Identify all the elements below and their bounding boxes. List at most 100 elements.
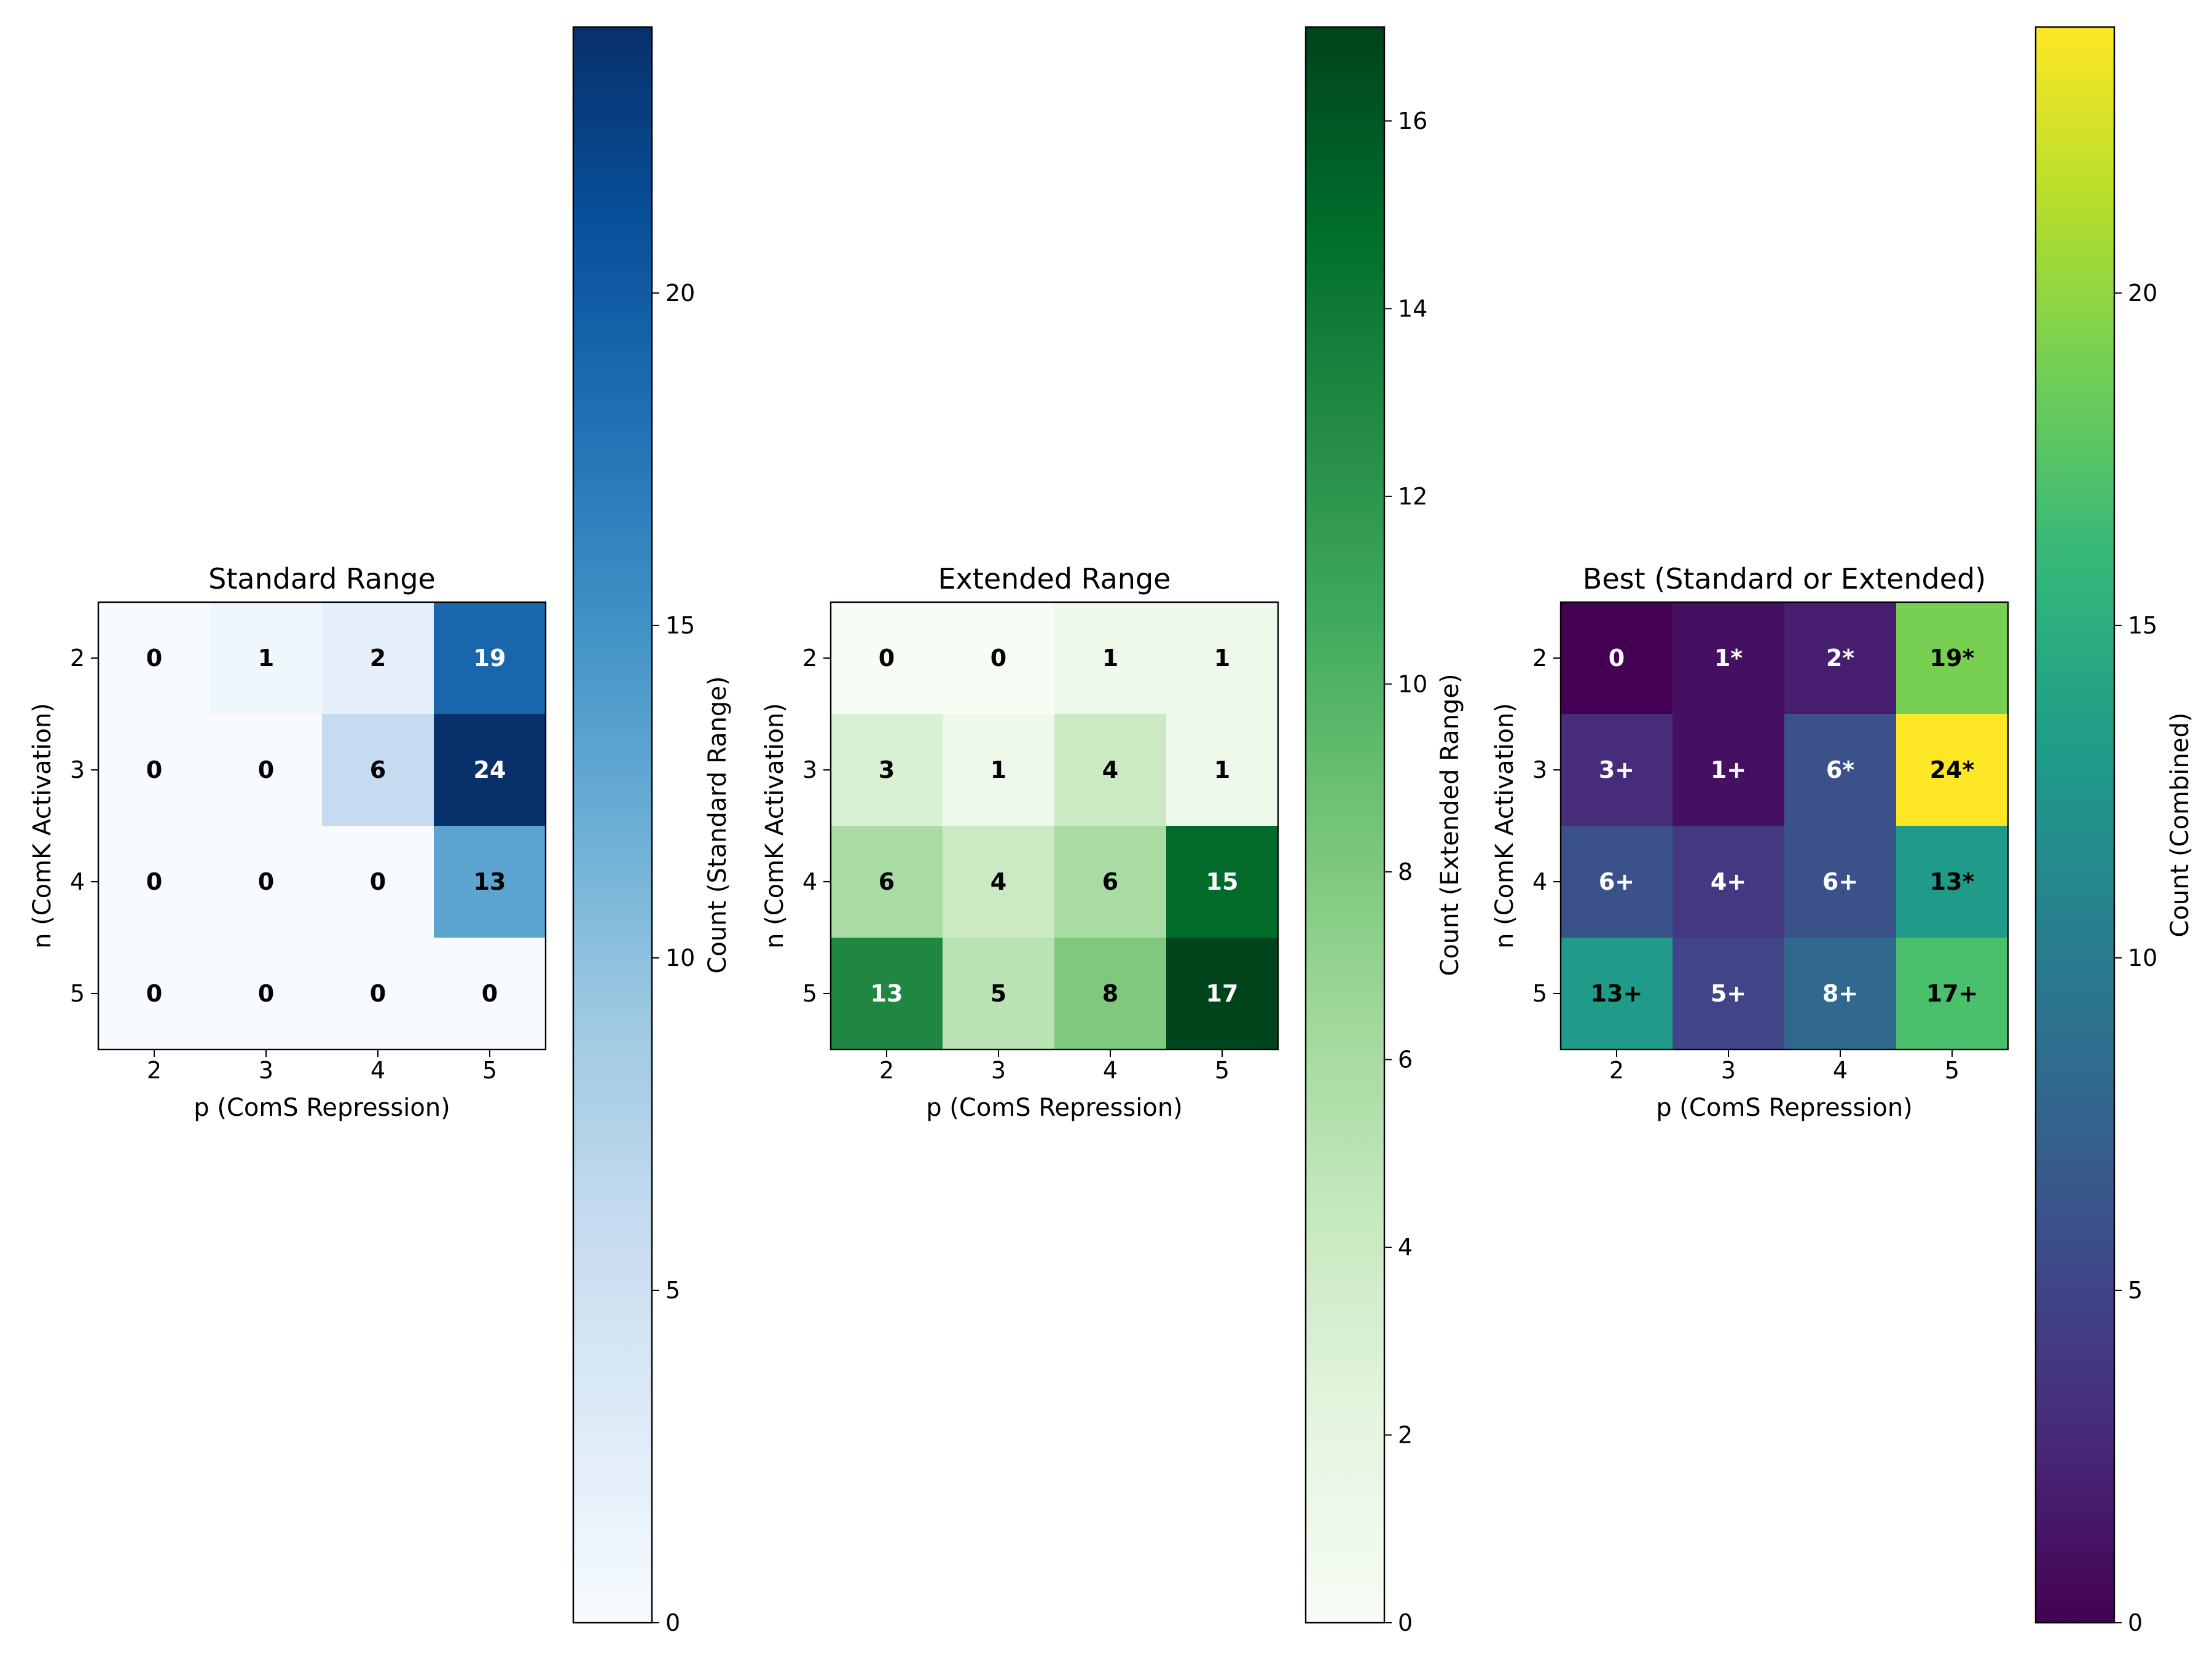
cell-label: 0 [258, 756, 274, 783]
heatmap-cell [1784, 714, 1897, 826]
heatmap-cell [1561, 602, 1673, 715]
colorbar [1304, 26, 1386, 1624]
colorbar-tick-label: 16 [1398, 108, 1427, 135]
x-tick-label: 5 [482, 1057, 497, 1084]
y-tick-label: 5 [70, 980, 85, 1007]
cell-label: 0 [258, 868, 274, 895]
heatmap-cell [322, 714, 434, 826]
x-tick-label: 3 [991, 1057, 1006, 1084]
cell-label: 6 [1102, 868, 1118, 895]
heatmap-cell [1673, 602, 1785, 715]
cell-label: 24* [1930, 756, 1975, 783]
colorbar [572, 26, 653, 1624]
cell-label: 2* [1826, 645, 1854, 672]
heatmap-cell [1673, 714, 1785, 826]
cell-label: 1 [990, 756, 1006, 783]
y-axis-label: n (ComK Activation) [1491, 703, 1519, 949]
cell-label: 1+ [1711, 756, 1746, 783]
cell-label: 0 [146, 756, 162, 783]
cell-label: 0 [1609, 645, 1625, 672]
heatmap-cell [943, 826, 1055, 938]
heatmap-cell [434, 714, 546, 826]
cell-label: 6* [1826, 756, 1854, 783]
cell-label: 6 [879, 868, 895, 895]
cell-label: 1 [1102, 645, 1118, 672]
y-tick-label: 2 [70, 645, 85, 672]
cell-label: 6 [370, 756, 386, 783]
heatmap-cell [1561, 938, 1673, 1050]
x-tick-label: 4 [371, 1057, 385, 1084]
colorbar-tick-label: 6 [1398, 1046, 1413, 1073]
cell-label: 17+ [1926, 980, 1979, 1007]
y-tick-label: 4 [802, 868, 817, 895]
colorbar-tick-label: 0 [665, 1609, 680, 1636]
y-tick-label: 2 [802, 645, 817, 672]
heatmap-cell [943, 938, 1055, 1050]
heatmap-cell [1784, 826, 1897, 938]
x-tick-label: 3 [259, 1057, 273, 1084]
cell-label: 0 [990, 645, 1006, 672]
cell-label: 19* [1930, 645, 1975, 672]
cell-label: 0 [879, 645, 895, 672]
x-axis-label: p (ComS Repression) [926, 1094, 1183, 1122]
chart-title: Best (Standard or Extended) [1583, 562, 1986, 595]
heatmap-panel-3: Best (Standard or Extended) 0 1* 2* 19* 3+ 1+ 6… [1491, 26, 2194, 1636]
colorbar-label: Count (Standard Range) [704, 676, 732, 973]
heatmap-cell [943, 602, 1055, 715]
colorbar-tick-label: 10 [1398, 670, 1427, 697]
heatmap-panel-1: Standard Range 0 1 2 19 0 0 6 24 0 0 0 13 0 0 0 0 2 3 4 5 2 3 4… [28, 26, 732, 1636]
cell-label: 13 [474, 868, 506, 895]
y-axis-label: n (ComK Activation) [28, 703, 57, 949]
cell-label: 5 [990, 980, 1006, 1007]
colorbar-tick-label: 2 [1398, 1421, 1413, 1448]
heatmap-cell [1896, 714, 2009, 826]
x-tick-label: 3 [1721, 1057, 1736, 1084]
heatmap-cell [1166, 826, 1279, 938]
colorbar-tick-label: 5 [2128, 1277, 2143, 1304]
heatmap-cell [1561, 826, 1673, 938]
heatmap-cell [434, 826, 546, 938]
y-tick-label: 3 [70, 756, 85, 783]
colorbar-tick-label: 15 [665, 612, 695, 639]
colorbar-label: Count (Extended Range) [1436, 673, 1464, 976]
heatmap-cell [98, 938, 211, 1050]
heatmap-cell [831, 602, 943, 715]
heatmap-cell [434, 938, 546, 1050]
heatmap-cell [1166, 938, 1279, 1050]
heatmap-cell [1054, 826, 1167, 938]
heatmap-cell [831, 714, 943, 826]
y-tick-label: 5 [1532, 980, 1547, 1007]
cell-label: 13+ [1591, 980, 1643, 1007]
chart-title: Standard Range [208, 562, 436, 595]
cell-label: 8+ [1822, 980, 1858, 1007]
colorbar-tick-label: 0 [2128, 1609, 2143, 1636]
heatmap-cell [322, 938, 434, 1050]
heatmap-cell [1054, 602, 1167, 715]
cell-label: 0 [146, 980, 162, 1007]
plot-frame [1559, 601, 2009, 1051]
cell-label: 3+ [1599, 756, 1634, 783]
heatmap-cell [210, 826, 323, 938]
heatmap-cell [1784, 938, 1897, 1050]
heatmap-cell [1054, 938, 1167, 1050]
x-tick-label: 5 [1215, 1057, 1230, 1084]
heatmap-cell [98, 714, 211, 826]
colorbar-tick-label: 4 [1398, 1234, 1413, 1261]
cell-label: 0 [146, 645, 162, 672]
cell-label: 0 [370, 868, 386, 895]
heatmap-cell [210, 602, 323, 715]
x-tick-label: 2 [147, 1057, 162, 1084]
x-axis-label: p (ComS Repression) [1656, 1094, 1913, 1122]
plot-frame [97, 601, 547, 1051]
cell-label: 5+ [1711, 980, 1746, 1007]
colorbar-tick-label: 12 [1398, 483, 1427, 510]
y-tick-label: 3 [1532, 756, 1547, 783]
colorbar-tick-label: 8 [1398, 858, 1413, 885]
colorbar-tick-label: 20 [2128, 280, 2157, 307]
cell-label: 19 [474, 645, 506, 672]
cell-label: 6+ [1599, 868, 1634, 895]
cell-label: 1 [1214, 645, 1230, 672]
cell-label: 0 [370, 980, 386, 1007]
